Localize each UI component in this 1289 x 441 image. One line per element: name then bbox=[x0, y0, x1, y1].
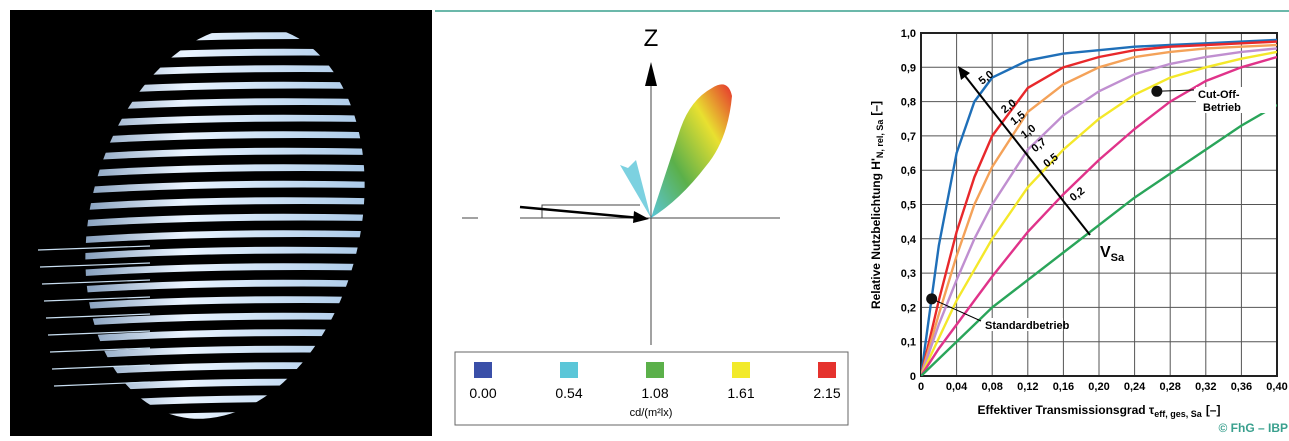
y-tick-label: 0 bbox=[910, 371, 916, 383]
series-name: 5,0 bbox=[977, 68, 996, 87]
series-name: 1,0 bbox=[1019, 123, 1038, 142]
y-tick-label: 0,6 bbox=[901, 165, 916, 177]
x-tick-label: 0 bbox=[918, 381, 924, 393]
y-tick-label: 0,5 bbox=[901, 200, 916, 212]
legend-value: 0.54 bbox=[555, 385, 582, 401]
legend-swatch bbox=[560, 362, 578, 378]
y-tick-label: 0,7 bbox=[901, 131, 916, 143]
legend-swatch bbox=[474, 362, 492, 378]
x-tick-label: 0,36 bbox=[1231, 381, 1252, 393]
x-axis-label: Effektiver Transmissionsgrad τeff, ges, … bbox=[978, 403, 1221, 419]
x-tick-label: 0,24 bbox=[1124, 381, 1146, 393]
legend-unit: cd/(m²lx) bbox=[630, 407, 673, 419]
vsa-arrowhead bbox=[958, 66, 970, 80]
legend-swatch bbox=[646, 362, 664, 378]
incidence-arrowhead bbox=[633, 211, 649, 223]
y-tick-label: 1,0 bbox=[901, 28, 916, 40]
polar-diagram: Z bbox=[462, 25, 780, 345]
page: Z 0.00 0.54 1.08 1.61 2.15 cd/(m²lx) 0 0,1 0,2… bbox=[0, 0, 1289, 436]
legend-value: 2.15 bbox=[813, 385, 840, 401]
x-tick-label: 0,16 bbox=[1053, 381, 1074, 393]
y-tick-label: 0,2 bbox=[901, 302, 916, 314]
arrow-label-main: V bbox=[1100, 244, 1111, 261]
annotation-marker bbox=[926, 293, 937, 304]
annotation-text: Betrieb bbox=[1203, 102, 1241, 114]
x-tick-label: 0,04 bbox=[946, 381, 968, 393]
legend-value: 0.00 bbox=[469, 385, 496, 401]
x-tick-label: 0,08 bbox=[981, 381, 1002, 393]
x-tick-label: 0,20 bbox=[1088, 381, 1109, 393]
x-axis-label-sub: eff, ges, Sa bbox=[1154, 409, 1203, 419]
y-tick-label: 0,9 bbox=[901, 62, 916, 74]
y-tick-label: 0,8 bbox=[901, 97, 916, 109]
annotation-text: Standardbetrieb bbox=[985, 320, 1070, 332]
annotation-marker bbox=[1151, 86, 1162, 97]
y-axis-label-unit: [–] bbox=[869, 101, 883, 116]
legend-value: 1.08 bbox=[641, 385, 668, 401]
z-arrowhead bbox=[645, 62, 657, 86]
legend-swatch bbox=[732, 362, 750, 378]
x-axis-label-unit: [–] bbox=[1206, 403, 1221, 417]
arrow-label: VSa bbox=[1100, 244, 1125, 264]
x-tick-label: 0,32 bbox=[1195, 381, 1216, 393]
y-axis-label-main: Relative Nutzbelichtung H' bbox=[869, 158, 883, 309]
legend-value: 1.61 bbox=[727, 385, 754, 401]
y-tick-label: 0,1 bbox=[901, 337, 916, 349]
photo-background bbox=[10, 10, 432, 436]
luminance-lobe bbox=[651, 84, 732, 218]
minor-lobe bbox=[620, 160, 651, 218]
z-label: Z bbox=[644, 25, 659, 52]
arrow-label-sub: Sa bbox=[1111, 252, 1125, 264]
y-tick-label: 0,4 bbox=[901, 234, 917, 246]
x-axis-label-main: Effektiver Transmissionsgrad τ bbox=[978, 403, 1155, 417]
series-name: 0,7 bbox=[1029, 136, 1048, 155]
y-axis-label-sub: N, rel, Sa bbox=[875, 119, 885, 159]
vsa-arrow bbox=[962, 72, 1090, 235]
x-tick-label: 0,12 bbox=[1017, 381, 1038, 393]
x-tick-label: 0,40 bbox=[1266, 381, 1287, 393]
legend-swatch bbox=[818, 362, 836, 378]
y-tick-label: 0,3 bbox=[901, 268, 916, 280]
incidence-arrow bbox=[520, 207, 640, 218]
chart: 0 0,1 0,2 0,3 0,4 0,5 0,6 0,7 0,8 0,9 1,0 0 0,04 0,08… bbox=[869, 28, 1288, 419]
annotation-text: Cut-Off- bbox=[1198, 89, 1240, 101]
y-axis-label: Relative Nutzbelichtung H'N, rel, Sa [–] bbox=[869, 101, 885, 309]
x-tick-label: 0,28 bbox=[1159, 381, 1180, 393]
credit: © FhG – IBP bbox=[1218, 421, 1288, 435]
